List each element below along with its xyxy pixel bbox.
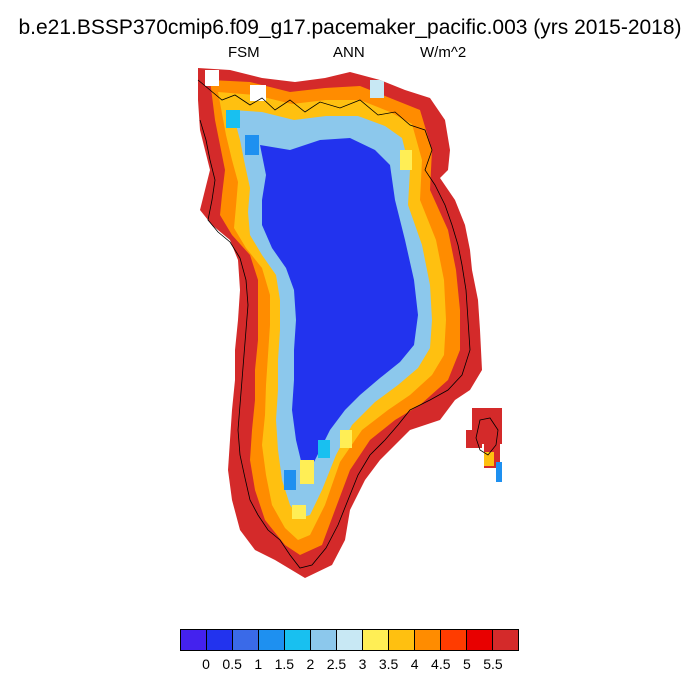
colorbar-swatch xyxy=(415,630,441,650)
ice-sheet-field xyxy=(198,68,482,578)
colorbar-tick-label: 5 xyxy=(462,656,471,672)
colorbar-swatch xyxy=(285,630,311,650)
colorbar-swatch xyxy=(493,630,518,650)
units-label: W/m^2 xyxy=(420,44,467,61)
plot-title: b.e21.BSSP370cmip6.f09_g17.pacemaker_pac… xyxy=(18,16,682,39)
colorbar xyxy=(180,629,519,651)
colorbar-swatch xyxy=(389,630,415,650)
colorbar-swatch xyxy=(467,630,493,650)
colorbar-tick-label: 1.5 xyxy=(274,656,295,672)
iceland-cells xyxy=(466,408,502,482)
colorbar-tick-label: 5.5 xyxy=(483,656,503,672)
colorbar-tick-label: 4.5 xyxy=(431,656,451,672)
colorbar-tick-label: 3 xyxy=(358,656,367,672)
colorbar-tick-label: 0.5 xyxy=(222,656,242,672)
colorbar-swatch xyxy=(207,630,233,650)
colorbar-tick-label: 3.5 xyxy=(378,656,399,672)
colorbar-tick-label: 0 xyxy=(202,656,210,672)
period-label: ANN xyxy=(333,44,365,61)
colorbar-swatch xyxy=(259,630,285,650)
colorbar-swatch xyxy=(311,630,337,650)
colorbar-tick-label: 4 xyxy=(410,656,419,672)
colorbar-swatch xyxy=(181,630,207,650)
colorbar-tick-label: 2 xyxy=(306,656,315,672)
colorbar-tick-label: 2.5 xyxy=(326,656,347,672)
variable-label: FSM xyxy=(228,44,260,61)
colorbar-swatch xyxy=(363,630,389,650)
colorbar-swatch xyxy=(441,630,467,650)
coastline xyxy=(197,79,471,569)
colorbar-swatch xyxy=(337,630,363,650)
iceland-coastline xyxy=(475,417,499,456)
colorbar-swatch xyxy=(233,630,259,650)
colorbar-tick-label: 1 xyxy=(254,656,263,672)
